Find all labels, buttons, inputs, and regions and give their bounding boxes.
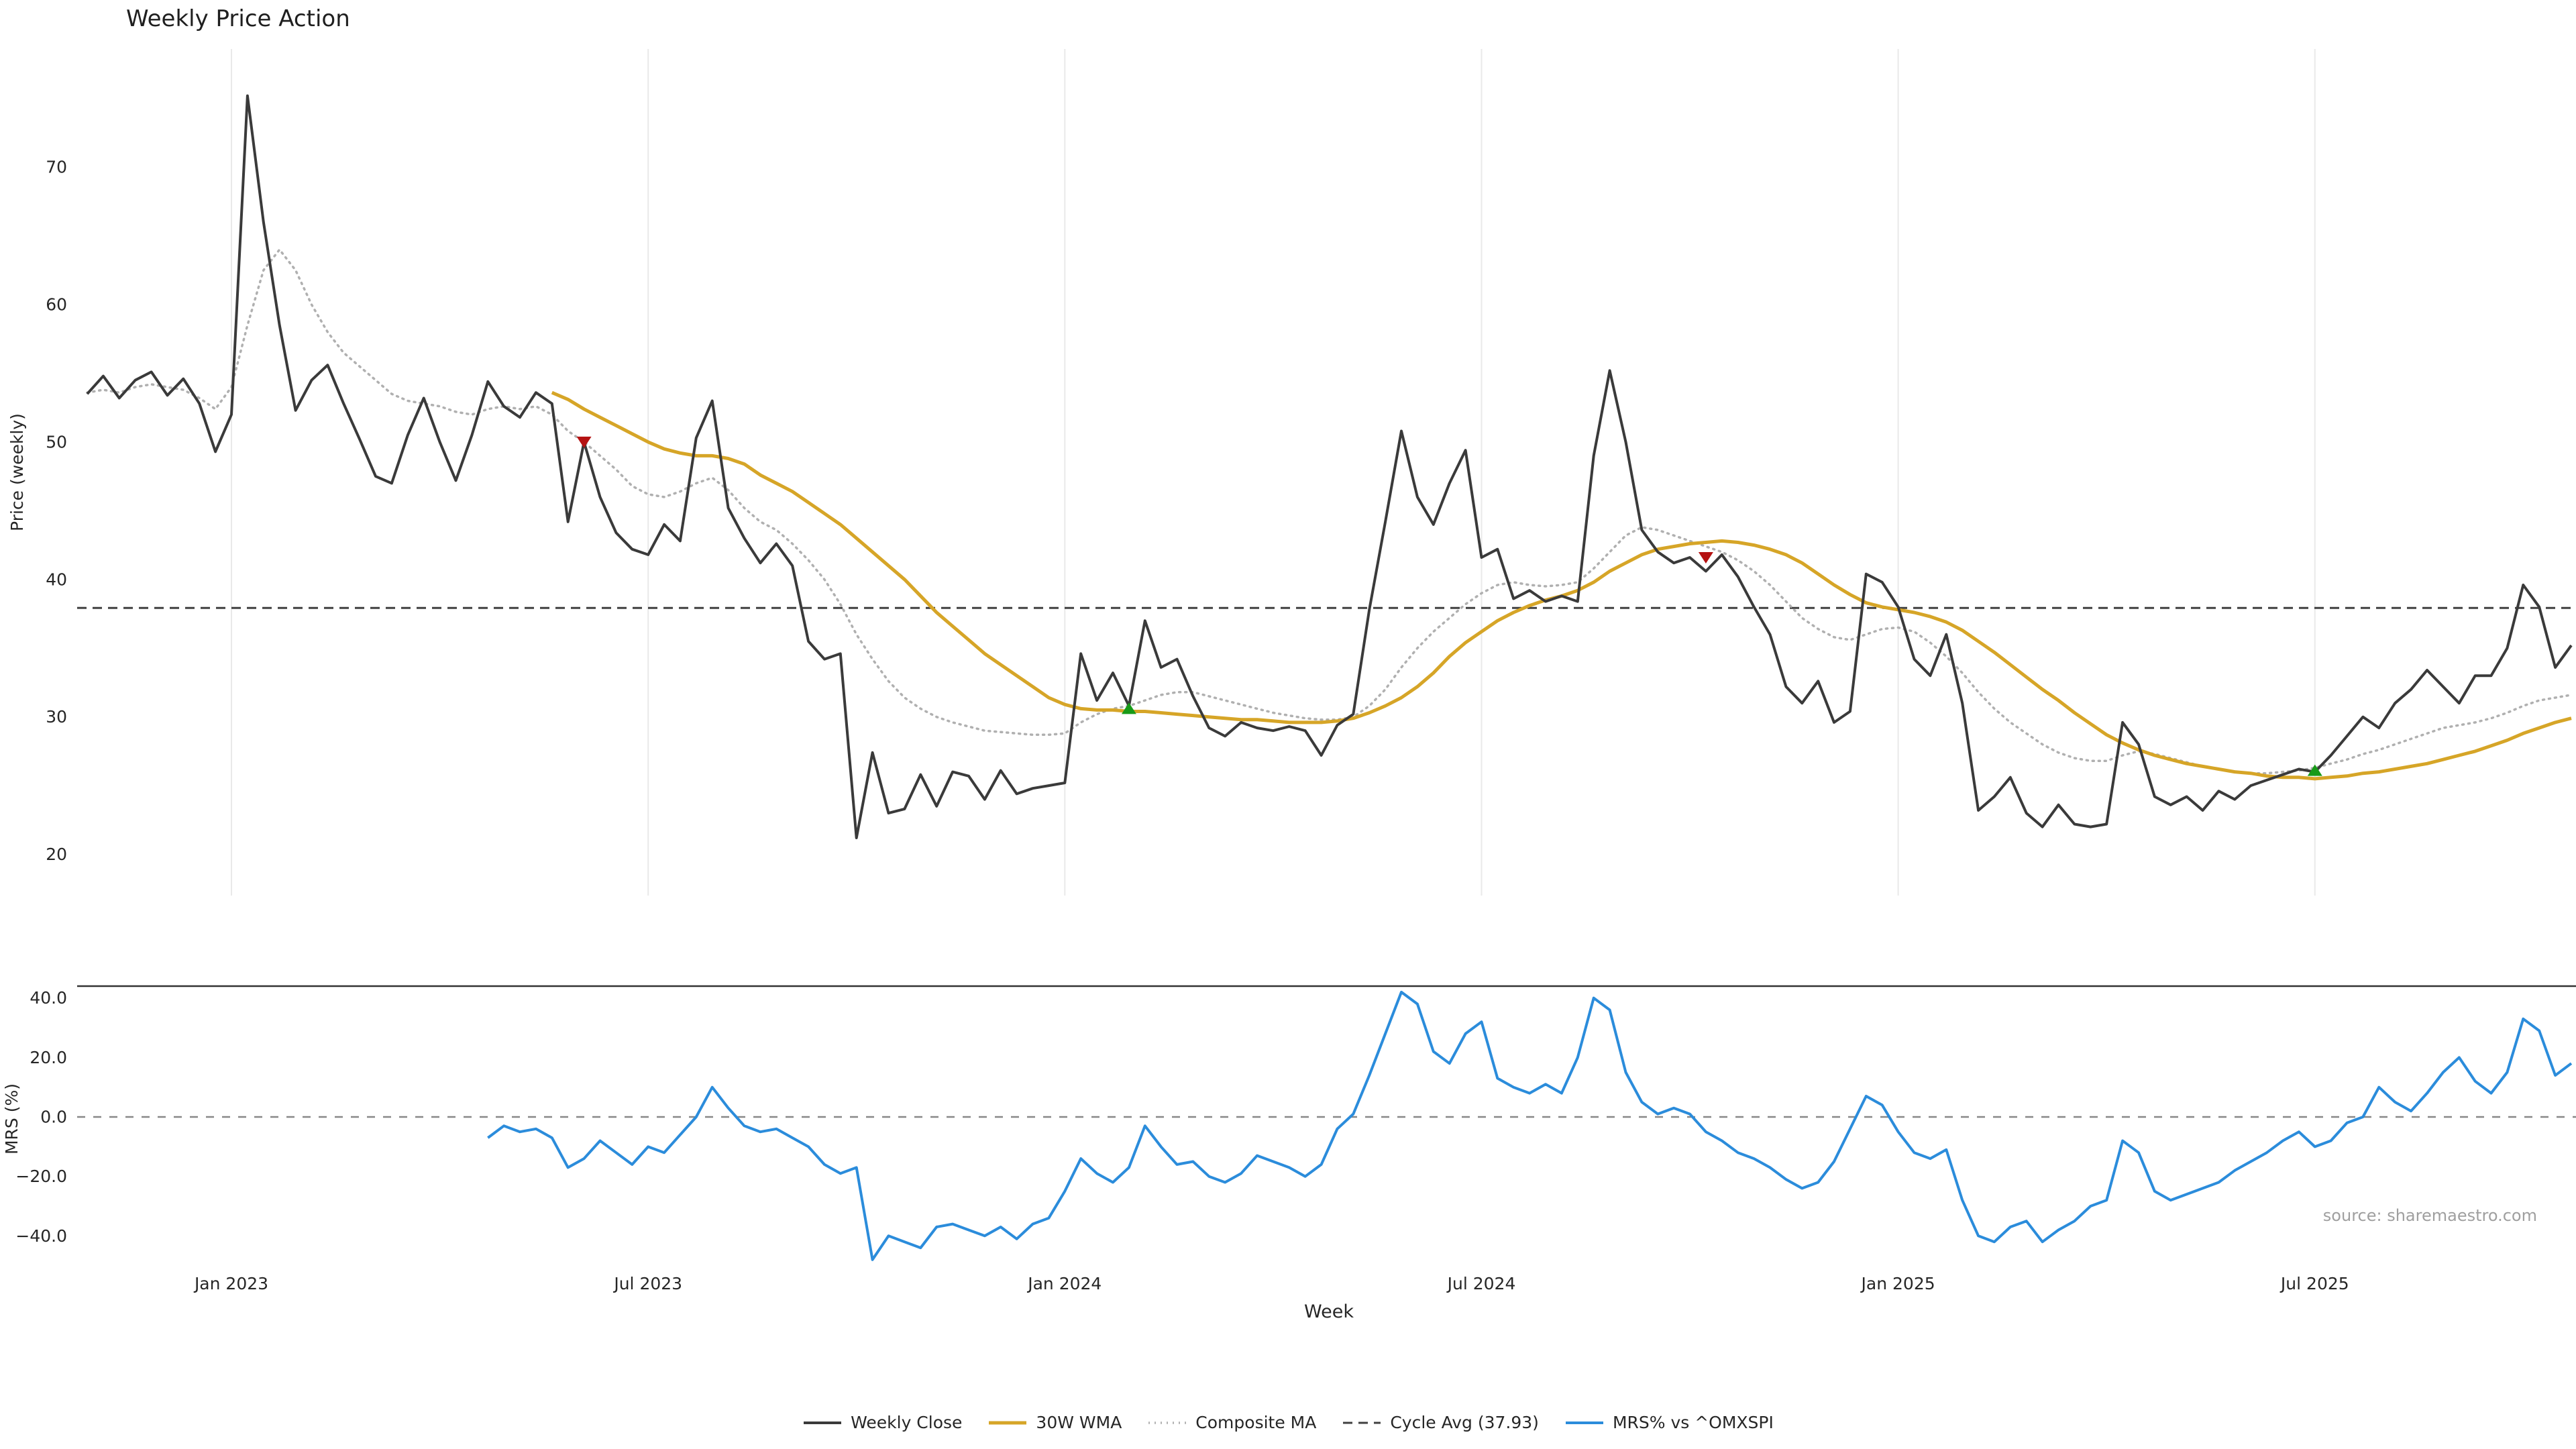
legend-swatch-4: [1565, 1421, 1603, 1424]
weekly-close-line: [86, 94, 2573, 839]
legend-label-composite: Composite MA: [1195, 1413, 1317, 1432]
legend-label-mrs: MRS% vs ^OMXSPI: [1612, 1413, 1774, 1432]
mrs-ytick-label: 40.0: [30, 988, 67, 1008]
legend-swatch-2: [1148, 1421, 1187, 1424]
legend-label-cycle-avg: Cycle Avg (37.93): [1390, 1413, 1539, 1432]
mrs-ytick-label: −40.0: [15, 1226, 67, 1246]
price-ytick-label: 20: [46, 845, 67, 864]
legend-item-cycle-avg: Cycle Avg (37.93): [1342, 1413, 1539, 1432]
sell-marker-icon: [576, 436, 592, 448]
x-tick-label: Jan 2025: [1860, 1274, 1935, 1293]
chart-title: Weekly Price Action: [126, 5, 350, 32]
x-tick-label: Jan 2023: [193, 1274, 268, 1293]
mrs-ytick-label: 0.0: [40, 1108, 67, 1127]
source-note: source: sharemaestro.com: [2322, 1206, 2537, 1225]
legend-label-wma: 30W WMA: [1036, 1413, 1122, 1432]
legend-item-mrs: MRS% vs ^OMXSPI: [1564, 1413, 1774, 1432]
price-ytick-label: 50: [46, 432, 67, 451]
x-tick-label: Jul 2025: [2279, 1274, 2349, 1293]
x-tick-label: Jul 2024: [1446, 1274, 1516, 1293]
composite-ma-line: [86, 248, 2573, 775]
mrs-ytick-label: 20.0: [30, 1048, 67, 1067]
buy-marker-icon: [2307, 764, 2322, 776]
price-ytick-label: 60: [46, 295, 67, 315]
price-ytick-label: 30: [46, 707, 67, 727]
legend-item-composite: Composite MA: [1147, 1413, 1316, 1432]
x-tick-label: Jul 2023: [612, 1274, 682, 1293]
buy-marker-icon: [1121, 702, 1136, 714]
legend-swatch-0: [804, 1421, 842, 1424]
price-ytick-label: 40: [46, 570, 67, 589]
x-axis-label: Week: [1304, 1301, 1354, 1322]
price-ytick-label: 70: [46, 158, 67, 177]
chart-series-layer: 20 30 40 50 60 70 40.0 20.0 0.0 −20.0 −40.0 Jan 202…: [15, 49, 2576, 1293]
legend-item-weekly-close: Weekly Close: [802, 1413, 962, 1432]
wma-line: [551, 390, 2572, 781]
legend-label-weekly-close: Weekly Close: [851, 1413, 963, 1432]
mrs-line: [487, 990, 2573, 1261]
x-tick-label: Jan 2024: [1026, 1274, 1102, 1293]
legend: Weekly Close 30W WMA Composite MA Cycle …: [0, 1413, 2576, 1432]
mrs-axis-label: MRS (%): [2, 1083, 21, 1155]
legend-item-wma: 30W WMA: [987, 1413, 1122, 1432]
mrs-ytick-label: −20.0: [15, 1167, 67, 1186]
legend-swatch-1: [989, 1421, 1027, 1424]
legend-swatch-3: [1343, 1421, 1381, 1424]
price-axis-label: Price (weekly): [7, 413, 27, 531]
sell-marker-icon: [1698, 552, 1713, 564]
